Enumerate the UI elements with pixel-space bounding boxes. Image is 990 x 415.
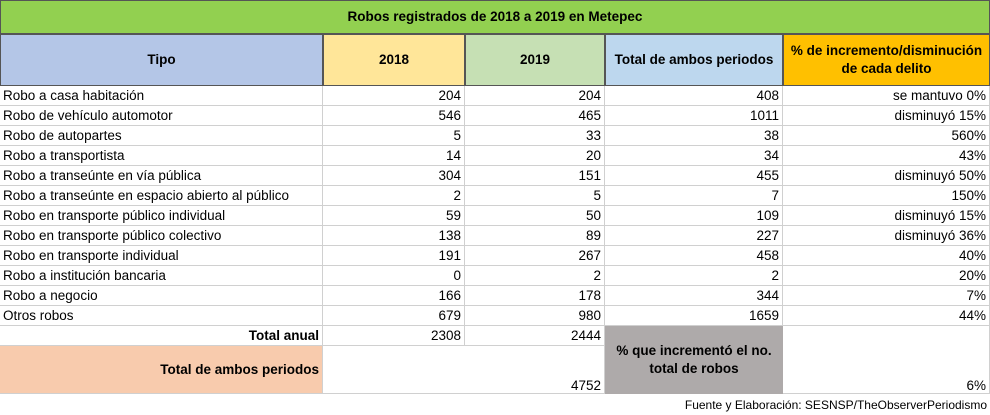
- table-cell: 5: [323, 126, 465, 146]
- table-cell: 980: [465, 306, 605, 326]
- table-cell: disminuyó 36%: [783, 226, 990, 246]
- table-cell: disminuyó 15%: [783, 206, 990, 226]
- total-value: 2444: [465, 326, 605, 346]
- title: Robos registrados de 2018 a 2019 en Mete…: [0, 0, 990, 34]
- table-cell: 50: [465, 206, 605, 226]
- table-cell: 5: [465, 186, 605, 206]
- table-cell: 344: [605, 286, 783, 306]
- header-cell: 2018: [323, 34, 465, 86]
- table-cell: 546: [323, 106, 465, 126]
- table-cell: 59: [323, 206, 465, 226]
- table-cell: Robo a transeúnte en vía pública: [0, 166, 323, 186]
- table-cell: disminuyó 15%: [783, 106, 990, 126]
- table-cell: 465: [465, 106, 605, 126]
- header-cell: % de incremento/disminución de cada deli…: [783, 34, 990, 86]
- total-label: Total anual: [0, 326, 323, 346]
- table-cell: 7%: [783, 286, 990, 306]
- header-cell: Tipo: [0, 34, 323, 86]
- table-cell: Robo en transporte individual: [0, 246, 323, 266]
- header-cell: Total de ambos periodos: [605, 34, 783, 86]
- table-cell: 2: [605, 266, 783, 286]
- table-cell: 33: [465, 126, 605, 146]
- table-cell: 20: [465, 146, 605, 166]
- table-cell: 1659: [605, 306, 783, 326]
- table-cell: 89: [465, 226, 605, 246]
- table-cell: 44%: [783, 306, 990, 326]
- table-cell: Otros robos: [0, 306, 323, 326]
- table-cell: 1011: [605, 106, 783, 126]
- table-cell: 20%: [783, 266, 990, 286]
- table-cell: Robo a institución bancaria: [0, 266, 323, 286]
- table-cell: Robo a negocio: [0, 286, 323, 306]
- table-cell: 455: [605, 166, 783, 186]
- table-cell: 204: [323, 86, 465, 106]
- table-cell: disminuyó 50%: [783, 166, 990, 186]
- table-cell: 408: [605, 86, 783, 106]
- table-cell: Robo en transporte público individual: [0, 206, 323, 226]
- table-cell: Robo de vehículo automotor: [0, 106, 323, 126]
- summary-label: Total de ambos periodos: [0, 346, 323, 394]
- pct-value: 6%: [783, 326, 990, 394]
- table-cell: 2: [465, 266, 605, 286]
- table-cell: 204: [465, 86, 605, 106]
- table-cell: 304: [323, 166, 465, 186]
- table-cell: Robo de autopartes: [0, 126, 323, 146]
- table-cell: 0: [323, 266, 465, 286]
- table-cell: 14: [323, 146, 465, 166]
- table-cell: Robo a transportista: [0, 146, 323, 166]
- summary-value: 4752: [323, 346, 605, 394]
- table-cell: 40%: [783, 246, 990, 266]
- table-cell: 109: [605, 206, 783, 226]
- table-cell: 560%: [783, 126, 990, 146]
- table-cell: 679: [323, 306, 465, 326]
- table-cell: 138: [323, 226, 465, 246]
- source: Fuente y Elaboración: SESNSP/TheObserver…: [684, 397, 987, 412]
- table-cell: 191: [323, 246, 465, 266]
- table-cell: 267: [465, 246, 605, 266]
- table-cell: 458: [605, 246, 783, 266]
- table-cell: Robo a casa habitación: [0, 86, 323, 106]
- table-cell: 38: [605, 126, 783, 146]
- table-cell: 150%: [783, 186, 990, 206]
- table-cell: 151: [465, 166, 605, 186]
- table-cell: 34: [605, 146, 783, 166]
- pct-label: % que incrementó el no. total de robos: [605, 326, 783, 394]
- table-cell: 7: [605, 186, 783, 206]
- total-value: 2308: [323, 326, 465, 346]
- table-cell: Robo en transporte público colectivo: [0, 226, 323, 246]
- table-cell: 178: [465, 286, 605, 306]
- table-cell: Robo a transeúnte en espacio abierto al …: [0, 186, 323, 206]
- table-cell: 43%: [783, 146, 990, 166]
- table-cell: 166: [323, 286, 465, 306]
- table-cell: 227: [605, 226, 783, 246]
- header-cell: 2019: [465, 34, 605, 86]
- table-cell: 2: [323, 186, 465, 206]
- table-cell: se mantuvo 0%: [783, 86, 990, 106]
